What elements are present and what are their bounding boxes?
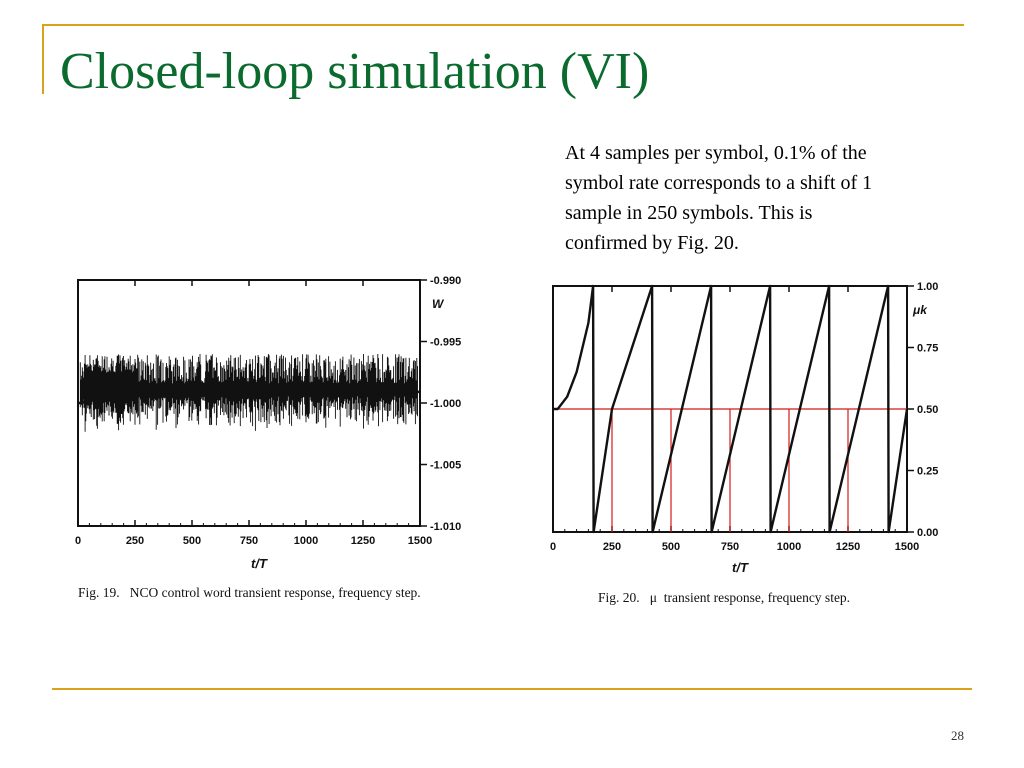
- y-tick-label: -1.000: [430, 398, 461, 410]
- x-axis-label: t/T: [732, 560, 749, 575]
- figure-20-caption: Fig. 20. μ transient response, frequency…: [598, 590, 851, 605]
- y-tick-label: -1.010: [430, 521, 461, 533]
- y-tick-label: 0.25: [917, 466, 938, 478]
- y-axis-label: μk: [912, 303, 928, 317]
- body-line: symbol rate corresponds to a shift of 1: [565, 172, 873, 194]
- body-line: confirmed by Fig. 20.: [565, 232, 739, 254]
- x-tick-label: 750: [240, 535, 258, 547]
- x-tick-label: 500: [662, 541, 680, 553]
- x-axis-label: t/T: [251, 556, 268, 571]
- y-tick-label: 0.00: [917, 527, 938, 539]
- x-tick-label: 0: [75, 535, 81, 547]
- x-tick-label: 250: [126, 535, 144, 547]
- y-tick-label: -0.990: [430, 275, 461, 287]
- figure-19-chart: 0 250 500 750 1000 1250 1500 -0.990 -0.995 -1.000…: [75, 275, 461, 571]
- y-tick-label: -0.995: [430, 337, 461, 349]
- figure-19-caption: Fig. 19. NCO control word transient resp…: [78, 585, 421, 600]
- body-line: sample in 250 symbols. This is: [565, 202, 813, 224]
- figure-20: 0 250 500 750 1000 1250 1500 1.00 0.75 0.50 0.25 0.…: [545, 272, 965, 582]
- body-text: At 4 samples per symbol, 0.1% of the sym…: [565, 138, 975, 258]
- y-tick-label: 0.50: [917, 404, 938, 416]
- figure-19: 0 250 500 750 1000 1250 1500 -0.990 -0.995 -1.000…: [70, 270, 490, 580]
- x-tick-label: 1250: [351, 535, 375, 547]
- x-tick-label: 0: [550, 541, 556, 553]
- x-tick-label: 1000: [777, 541, 801, 553]
- x-tick-label: 500: [183, 535, 201, 547]
- page-number: 28: [951, 728, 964, 743]
- y-tick-label: -1.005: [430, 460, 461, 472]
- series-line: [78, 390, 420, 405]
- x-tick-label: 1000: [294, 535, 318, 547]
- x-tick-label: 750: [721, 541, 739, 553]
- slide-title: Closed-loop simulation (VI): [60, 43, 650, 100]
- left-rule: [42, 24, 44, 94]
- figure-20-chart: 0 250 500 750 1000 1250 1500 1.00 0.75 0.50 0.25 0.…: [550, 281, 938, 575]
- x-tick-label: 250: [603, 541, 621, 553]
- y-axis-label: W: [432, 297, 445, 311]
- x-tick-label: 1500: [408, 535, 432, 547]
- y-tick-label: 0.75: [917, 343, 938, 355]
- y-tick-label: 1.00: [917, 281, 938, 293]
- top-rule: [42, 24, 964, 26]
- x-tick-label: 1250: [836, 541, 860, 553]
- series-line: [553, 284, 909, 534]
- x-tick-label: 1500: [895, 541, 919, 553]
- bottom-rule: [52, 688, 972, 690]
- body-line: At 4 samples per symbol, 0.1% of the: [565, 142, 867, 164]
